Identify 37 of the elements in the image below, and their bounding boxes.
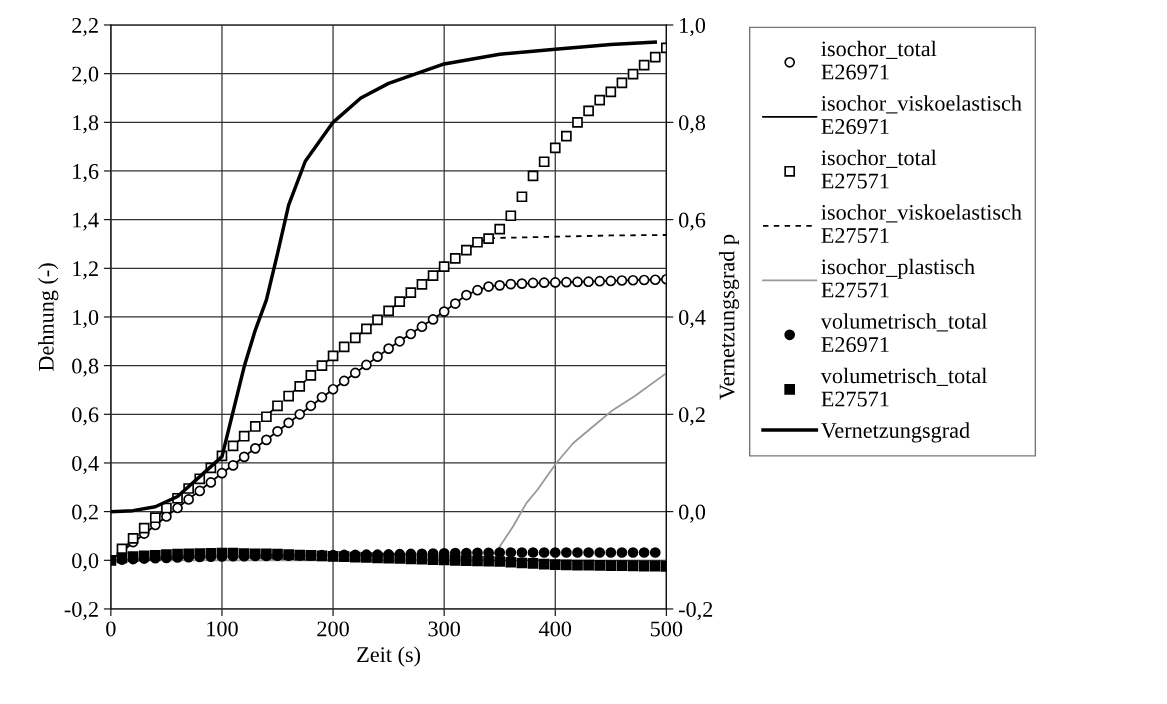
y-tick-label: 2,2 — [72, 17, 98, 37]
x-tick-label: 500 — [650, 621, 683, 637]
y-tick-label: 0,0 — [72, 553, 99, 572]
y-tick-label: 1,6 — [73, 163, 99, 183]
legend-label: volumetrisch_total E27571 — [820, 367, 987, 407]
x-tick-label: 200 — [317, 621, 349, 637]
legend-label: isochor_viskoelastisch E27571 — [821, 204, 1022, 244]
legend-label: isochor_plastisch E27571 — [821, 258, 975, 298]
x-tick-label: 100 — [207, 621, 238, 637]
legend-label: isochor_total E27571 — [821, 149, 937, 189]
y2-tick-label: -0,2 — [678, 601, 713, 621]
y2-axis-title: Vernetzungsgrad p — [718, 234, 740, 400]
y2-tick-label: 1,0 — [680, 17, 706, 37]
y-tick-label: 0,8 — [72, 358, 99, 377]
y-tick-label: 2,0 — [72, 66, 99, 85]
y2-tick-label: 0,8 — [679, 115, 706, 134]
legend-label: volumetrisch_total E26971 — [820, 313, 987, 353]
y-tick-label: 1,2 — [73, 261, 98, 280]
legend-label: Vernetzungsgrad — [821, 422, 970, 443]
x-tick-label: 300 — [428, 621, 460, 637]
legend-label: isochor_viskoelastisch E26971 — [821, 95, 1022, 135]
y-axis-title: Dehnung (-) — [38, 263, 59, 371]
y-tick-label: 0,4 — [72, 455, 99, 475]
y-tick-label: -0,2 — [64, 601, 98, 621]
y-tick-label: 1,4 — [73, 212, 99, 231]
y-tick-label: 1,8 — [73, 115, 99, 134]
y2-tick-label: 0,2 — [679, 407, 705, 426]
x-tick-label: 400 — [539, 621, 572, 637]
x-axis-title: Zeit (s) — [357, 646, 421, 667]
y2-tick-label: 0,4 — [679, 309, 706, 329]
y2-tick-label: 0,0 — [679, 504, 706, 523]
y-tick-label: 0,2 — [72, 504, 98, 523]
y-tick-label: 1,0 — [73, 309, 99, 329]
y2-tick-label: 0,6 — [679, 212, 706, 231]
x-tick-label: 0 — [106, 621, 116, 637]
y-tick-label: 0,6 — [72, 407, 99, 426]
legend-label: isochor_total E26971 — [821, 40, 937, 80]
